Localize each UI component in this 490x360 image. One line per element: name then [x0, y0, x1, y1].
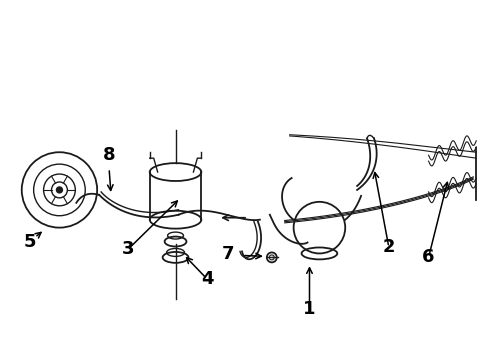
Text: 8: 8	[103, 146, 115, 164]
Circle shape	[56, 187, 62, 193]
Text: 4: 4	[201, 270, 214, 288]
Text: 1: 1	[303, 300, 316, 318]
Text: 3: 3	[122, 240, 134, 258]
Text: 6: 6	[422, 248, 435, 266]
Text: 2: 2	[383, 238, 395, 256]
Text: 5: 5	[24, 233, 36, 251]
Text: 7: 7	[222, 246, 234, 264]
